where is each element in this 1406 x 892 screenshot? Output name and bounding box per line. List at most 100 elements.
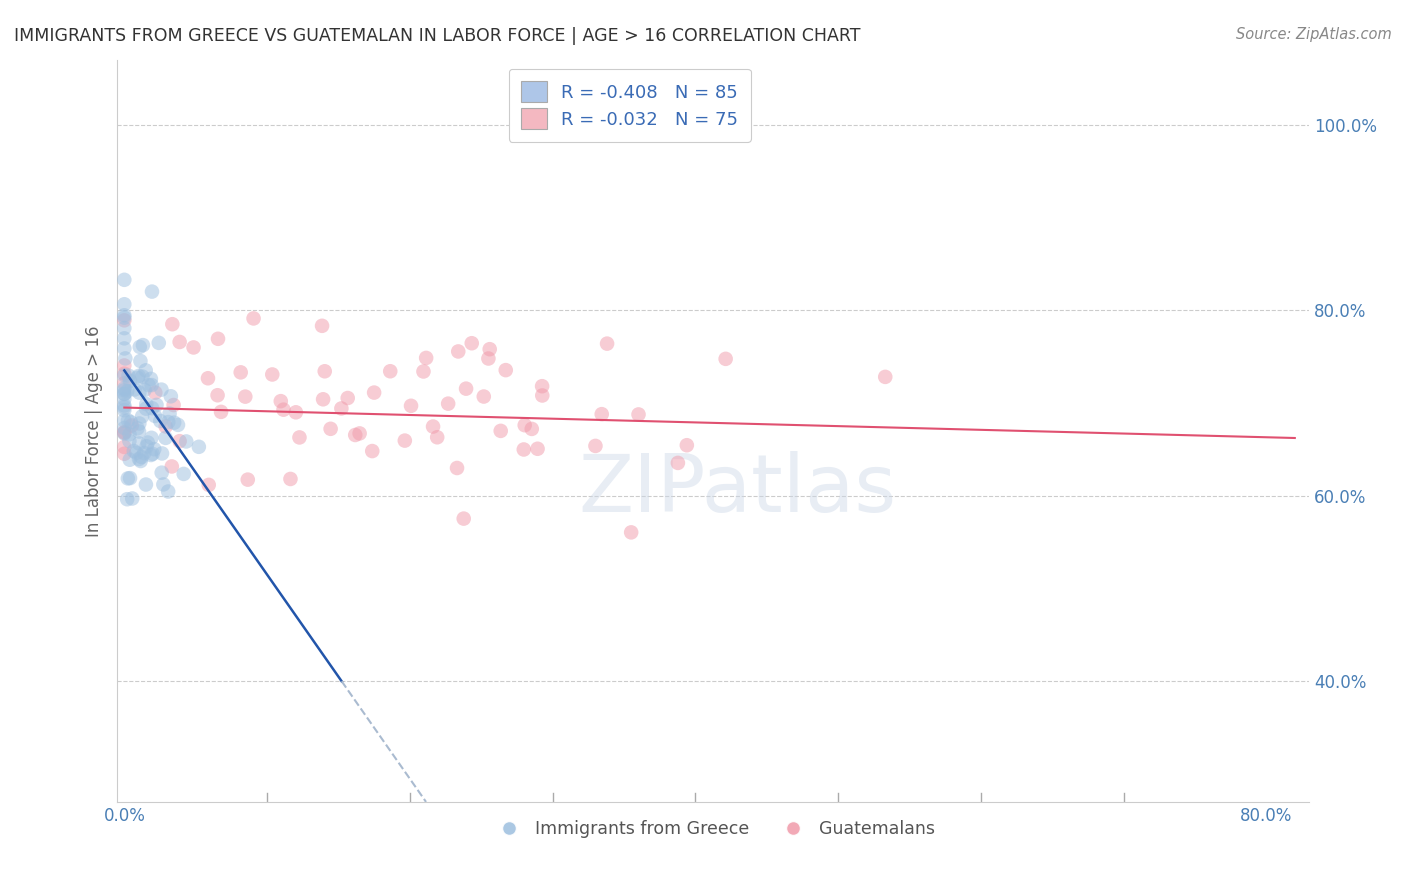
Point bbox=[141, 431, 163, 445]
Point bbox=[112, 401, 135, 415]
Point bbox=[531, 379, 554, 393]
Point bbox=[112, 447, 135, 461]
Point bbox=[132, 338, 155, 352]
Point bbox=[112, 387, 135, 401]
Point bbox=[207, 388, 229, 402]
Point bbox=[596, 336, 619, 351]
Point bbox=[112, 421, 135, 435]
Point bbox=[121, 491, 143, 506]
Point bbox=[620, 525, 643, 540]
Point bbox=[112, 414, 135, 428]
Point bbox=[135, 363, 157, 377]
Point bbox=[446, 461, 468, 475]
Point bbox=[174, 434, 197, 449]
Point bbox=[127, 371, 149, 385]
Point bbox=[118, 471, 141, 485]
Point bbox=[141, 378, 163, 392]
Y-axis label: In Labor Force | Age > 16: In Labor Force | Age > 16 bbox=[86, 325, 103, 536]
Point bbox=[526, 442, 548, 456]
Point bbox=[112, 308, 135, 322]
Point bbox=[112, 313, 135, 327]
Point bbox=[150, 383, 173, 397]
Point bbox=[157, 484, 180, 499]
Point bbox=[141, 401, 163, 416]
Text: Source: ZipAtlas.com: Source: ZipAtlas.com bbox=[1236, 27, 1392, 42]
Point bbox=[280, 472, 302, 486]
Point bbox=[426, 430, 449, 444]
Point bbox=[311, 318, 333, 333]
Point bbox=[112, 342, 135, 356]
Point bbox=[472, 390, 495, 404]
Point bbox=[131, 409, 153, 424]
Point bbox=[120, 415, 142, 429]
Point bbox=[142, 447, 165, 461]
Point bbox=[134, 446, 156, 460]
Point bbox=[112, 381, 135, 395]
Point bbox=[336, 391, 359, 405]
Point bbox=[159, 407, 181, 421]
Point bbox=[112, 425, 135, 440]
Point bbox=[149, 414, 172, 428]
Point bbox=[163, 416, 186, 430]
Point bbox=[363, 385, 385, 400]
Point bbox=[531, 388, 554, 402]
Point bbox=[135, 397, 157, 411]
Point bbox=[513, 418, 536, 433]
Point bbox=[118, 374, 141, 388]
Point bbox=[394, 434, 416, 448]
Point bbox=[714, 351, 737, 366]
Point bbox=[128, 340, 150, 354]
Point bbox=[143, 442, 166, 457]
Point bbox=[162, 317, 184, 331]
Point bbox=[197, 478, 219, 492]
Point bbox=[117, 413, 139, 427]
Point bbox=[141, 285, 163, 299]
Point bbox=[585, 439, 607, 453]
Point bbox=[112, 359, 135, 373]
Point bbox=[415, 351, 437, 365]
Point bbox=[117, 368, 139, 383]
Point bbox=[173, 467, 195, 481]
Point bbox=[312, 392, 335, 407]
Point bbox=[121, 418, 143, 433]
Point bbox=[143, 385, 166, 400]
Point bbox=[209, 405, 232, 419]
Point bbox=[143, 409, 166, 423]
Point bbox=[145, 398, 167, 412]
Legend: Immigrants from Greece, Guatemalans: Immigrants from Greece, Guatemalans bbox=[485, 814, 942, 846]
Point bbox=[262, 368, 284, 382]
Point bbox=[284, 405, 307, 419]
Text: IMMIGRANTS FROM GREECE VS GUATEMALAN IN LABOR FORCE | AGE > 16 CORRELATION CHART: IMMIGRANTS FROM GREECE VS GUATEMALAN IN … bbox=[14, 27, 860, 45]
Point bbox=[152, 477, 174, 491]
Point bbox=[477, 351, 499, 366]
Point bbox=[139, 372, 162, 386]
Point bbox=[169, 334, 191, 349]
Point bbox=[112, 321, 135, 335]
Point bbox=[112, 386, 135, 401]
Point bbox=[461, 336, 484, 351]
Point bbox=[875, 370, 897, 384]
Point bbox=[118, 452, 141, 467]
Point bbox=[112, 399, 135, 413]
Point bbox=[128, 452, 150, 467]
Point bbox=[155, 431, 177, 445]
Point bbox=[134, 383, 156, 397]
Point bbox=[344, 428, 367, 442]
Point bbox=[236, 473, 259, 487]
Point bbox=[112, 310, 135, 325]
Point bbox=[160, 389, 183, 403]
Point bbox=[361, 444, 384, 458]
Point bbox=[112, 376, 135, 391]
Point bbox=[676, 438, 699, 452]
Point bbox=[591, 407, 613, 421]
Point bbox=[330, 401, 353, 416]
Point bbox=[112, 426, 135, 441]
Point bbox=[399, 399, 422, 413]
Point bbox=[125, 446, 148, 460]
Point bbox=[135, 477, 157, 491]
Point bbox=[112, 368, 135, 383]
Point bbox=[454, 382, 477, 396]
Point bbox=[136, 435, 159, 450]
Point bbox=[115, 384, 138, 399]
Point bbox=[207, 332, 229, 346]
